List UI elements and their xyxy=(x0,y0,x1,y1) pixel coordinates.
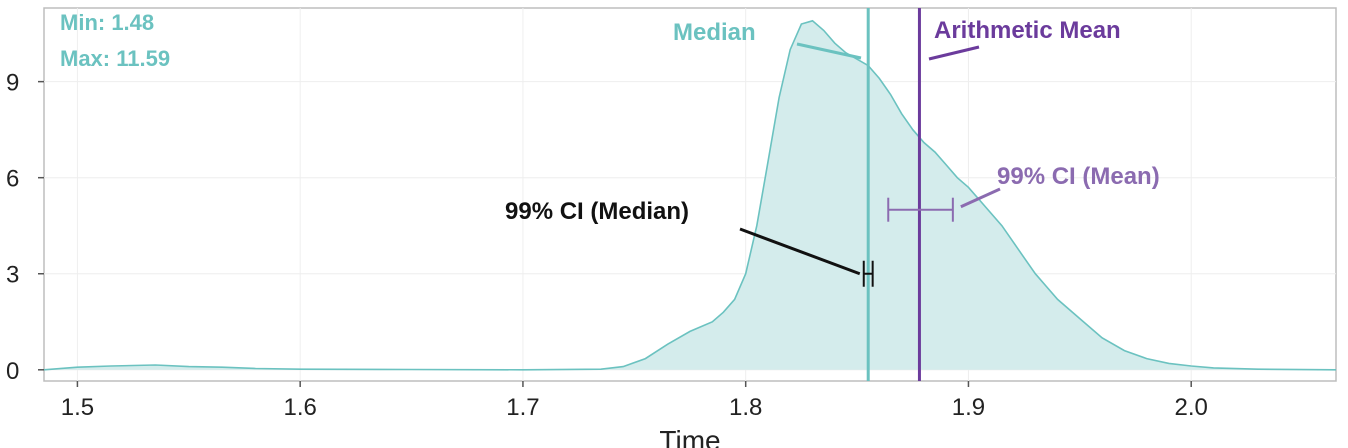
median-label: Median xyxy=(673,19,756,46)
y-tick-label: 3 xyxy=(6,262,19,289)
x-tick-label: 2.0 xyxy=(1175,394,1208,421)
ci-mean-leader xyxy=(960,187,1001,209)
ci-median-label: 99% CI (Median) xyxy=(505,198,689,225)
y-tick-label: 6 xyxy=(6,166,19,193)
y-tick-label: 0 xyxy=(6,358,19,385)
ci-median-leader xyxy=(739,227,861,276)
x-axis-title: Time xyxy=(659,425,720,448)
x-tick-label: 1.6 xyxy=(283,394,316,421)
x-tick-label: 1.8 xyxy=(729,394,762,421)
max-stat-label: Max: 11.59 xyxy=(60,46,170,71)
mean-leader xyxy=(928,45,980,61)
axes: 0 3 6 9 1.5 1.6 1.7 1.8 1.9 2.0 xyxy=(6,70,1208,421)
x-tick-label: 1.7 xyxy=(506,394,539,421)
x-tick-label: 1.9 xyxy=(952,394,985,421)
min-stat-label: Min: 1.48 xyxy=(60,10,154,35)
annotation-labels: Min: 1.48 Max: 11.59 Median Arithmetic M… xyxy=(60,10,1160,448)
plot-background xyxy=(43,7,1337,382)
ci-mean-label: 99% CI (Mean) xyxy=(997,163,1160,190)
median-leader xyxy=(796,42,862,60)
density-fill xyxy=(44,20,1336,370)
ci-layer xyxy=(739,187,1001,287)
reference-lines-layer xyxy=(796,8,980,381)
x-tick-label: 1.5 xyxy=(61,394,94,421)
y-tick-label: 9 xyxy=(6,70,19,97)
mean-label: Arithmetic Mean xyxy=(934,17,1121,44)
